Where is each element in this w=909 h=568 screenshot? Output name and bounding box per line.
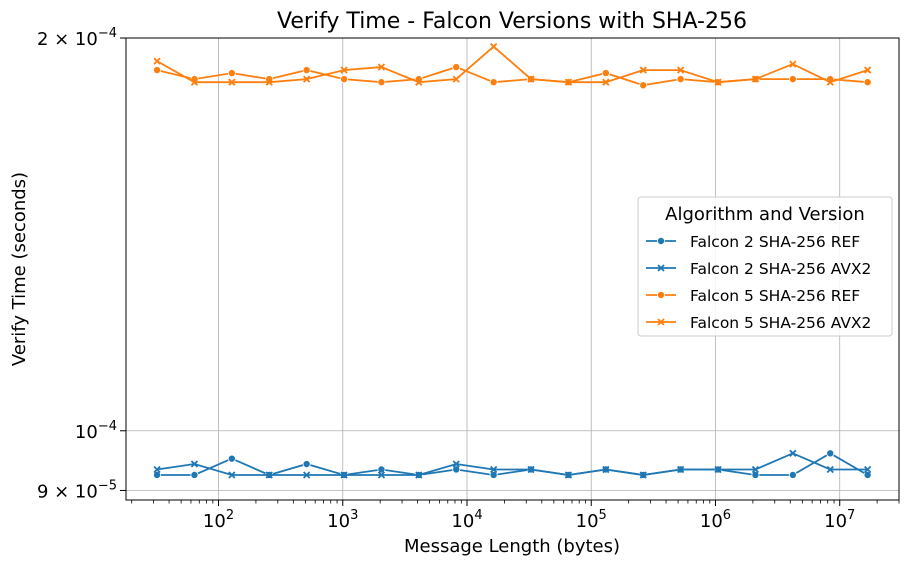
y-tick-label: 9 × 10−5 [37, 478, 117, 502]
data-point [789, 60, 797, 68]
chart-title: Verify Time - Falcon Versions with SHA-2… [277, 9, 747, 34]
data-point [302, 460, 311, 469]
x-tick-label: 105 [576, 508, 607, 532]
series-2 [153, 449, 872, 479]
legend-marker [657, 290, 666, 299]
legend-label: Falcon 5 SHA-256 AVX2 [690, 314, 871, 332]
data-point [714, 465, 722, 474]
data-point [265, 78, 273, 86]
data-point [153, 66, 162, 75]
data-point [377, 63, 386, 71]
data-point [677, 66, 685, 74]
data-point [340, 66, 348, 74]
data-point [377, 471, 386, 479]
legend-entry: Falcon 5 SHA-256 AVX2 [646, 314, 871, 332]
data-point [303, 75, 311, 83]
x-axis-label: Message Length (bytes) [404, 536, 620, 557]
data-point [676, 75, 685, 84]
data-point [265, 471, 273, 479]
data-point [602, 78, 610, 86]
x-tick-label: 102 [203, 508, 234, 532]
data-point [677, 465, 685, 474]
data-point [826, 78, 834, 86]
y-tick-label: 2 × 10−4 [37, 26, 117, 50]
series-line [157, 452, 869, 476]
data-point [788, 470, 797, 479]
data-point [415, 78, 423, 86]
plot-frame [125, 37, 900, 501]
data-point [788, 75, 797, 84]
data-point [639, 81, 648, 90]
data-point [489, 78, 498, 87]
x-tick-label: 106 [700, 508, 731, 532]
data-point [714, 78, 722, 86]
legend: Algorithm and Version Falcon 2 SHA-256 RE… [637, 196, 893, 337]
x-tick-label: 107 [824, 508, 855, 532]
data-point [227, 454, 236, 463]
data-point [303, 471, 311, 479]
data-point [564, 471, 573, 479]
x-tick-label: 103 [327, 508, 358, 532]
data-point [564, 78, 573, 86]
data-point [190, 460, 199, 468]
data-point [377, 465, 386, 474]
data-point [751, 470, 760, 479]
data-point [826, 449, 835, 458]
legend-label: Falcon 5 SHA-256 REF [690, 287, 860, 305]
data-point [153, 465, 161, 474]
data-point [452, 465, 461, 474]
data-point [789, 449, 797, 457]
series-4 [153, 42, 872, 86]
data-point [228, 471, 236, 479]
data-point [415, 471, 423, 479]
y-axis-label: Verify Time (seconds) [9, 172, 30, 366]
legend-marker [657, 318, 665, 326]
data-point [527, 465, 535, 474]
legend-marker [657, 236, 666, 245]
data-point [153, 57, 161, 65]
legend-label: Falcon 2 SHA-256 REF [690, 233, 860, 251]
data-point [602, 465, 610, 474]
data-point [340, 75, 349, 84]
legend-entry: Falcon 2 SHA-256 REF [646, 233, 860, 251]
legend-entry: Falcon 2 SHA-256 AVX2 [646, 260, 871, 278]
data-point [452, 460, 460, 468]
data-point [452, 63, 461, 72]
data-point [190, 470, 199, 479]
data-point [190, 78, 199, 86]
data-point [527, 75, 535, 83]
series-line [156, 452, 868, 476]
data-point [377, 78, 386, 87]
ticks: 102 103 104 105 106 107 2 × 10−4 10−4 9 × 10−5 [37, 26, 900, 532]
data-point [751, 75, 760, 83]
legend-entry: Falcon 5 SHA-256 REF [646, 287, 860, 305]
data-point [639, 471, 647, 479]
data-point [340, 471, 348, 479]
series-layer [153, 42, 872, 479]
data-point [452, 75, 460, 83]
legend-label: Falcon 2 SHA-256 AVX2 [690, 260, 871, 278]
y-tick-label: 10−4 [75, 419, 117, 443]
data-point [863, 78, 872, 87]
data-point [864, 465, 872, 474]
legend-title: Algorithm and Version [665, 204, 865, 225]
x-tick-label: 104 [451, 508, 482, 532]
data-point [302, 66, 311, 75]
data-point [489, 470, 498, 479]
legend-marker [657, 264, 665, 272]
data-point [601, 69, 610, 78]
data-point [826, 465, 834, 474]
data-point [639, 66, 647, 74]
series-line [156, 45, 868, 84]
data-point [864, 66, 872, 74]
data-point [153, 470, 162, 479]
data-point [490, 42, 498, 51]
legend-box [637, 196, 893, 337]
data-point [863, 470, 872, 479]
data-point [490, 465, 498, 474]
data-point [228, 78, 236, 86]
data-point [751, 465, 760, 474]
data-point [227, 69, 236, 78]
